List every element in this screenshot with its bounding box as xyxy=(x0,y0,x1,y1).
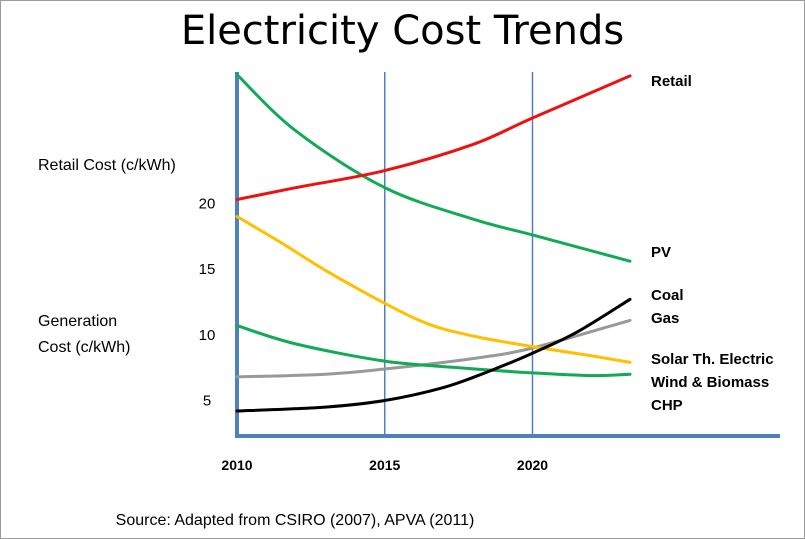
x-tick-label-2010: 2010 xyxy=(221,457,252,473)
series-label-gas: Gas xyxy=(651,310,679,327)
series-label-coal: Coal xyxy=(651,287,684,304)
y-axis-label-retail: Retail Cost (c/kWh) xyxy=(38,157,176,174)
series-label-solar-th-electric: Solar Th. Electric xyxy=(651,351,774,368)
series-line-gas xyxy=(235,318,632,379)
series-line-pv xyxy=(235,73,632,263)
y-tick-label-5: 5 xyxy=(203,393,211,410)
series-label-wind-biomass: Wind & Biomass xyxy=(651,374,769,391)
source-note: Source: Adapted from CSIRO (2007), APVA … xyxy=(115,512,475,529)
x-tick-label-2015: 2015 xyxy=(369,457,400,473)
series-line-coal xyxy=(235,297,632,413)
x-tick-label-2020: 2020 xyxy=(517,457,548,473)
series-line-solar-th-electric xyxy=(235,215,632,364)
series-label-pv: PV xyxy=(651,244,671,261)
y-tick-label-20: 20 xyxy=(199,195,216,212)
chart-title: Electricity Cost Trends xyxy=(180,8,625,54)
y-axis-label-generation-line1: Generation xyxy=(38,313,118,330)
y-tick-label-10: 10 xyxy=(199,327,216,344)
y-tick-label-15: 15 xyxy=(199,261,216,278)
series-label-chp: CHP xyxy=(651,397,683,414)
series-label-retail: Retail xyxy=(651,73,692,90)
series-line-wind-biomass xyxy=(235,324,632,378)
y-axis-label-generation-line2: Cost (c/kWh) xyxy=(38,339,131,356)
series-line-retail xyxy=(235,74,632,201)
